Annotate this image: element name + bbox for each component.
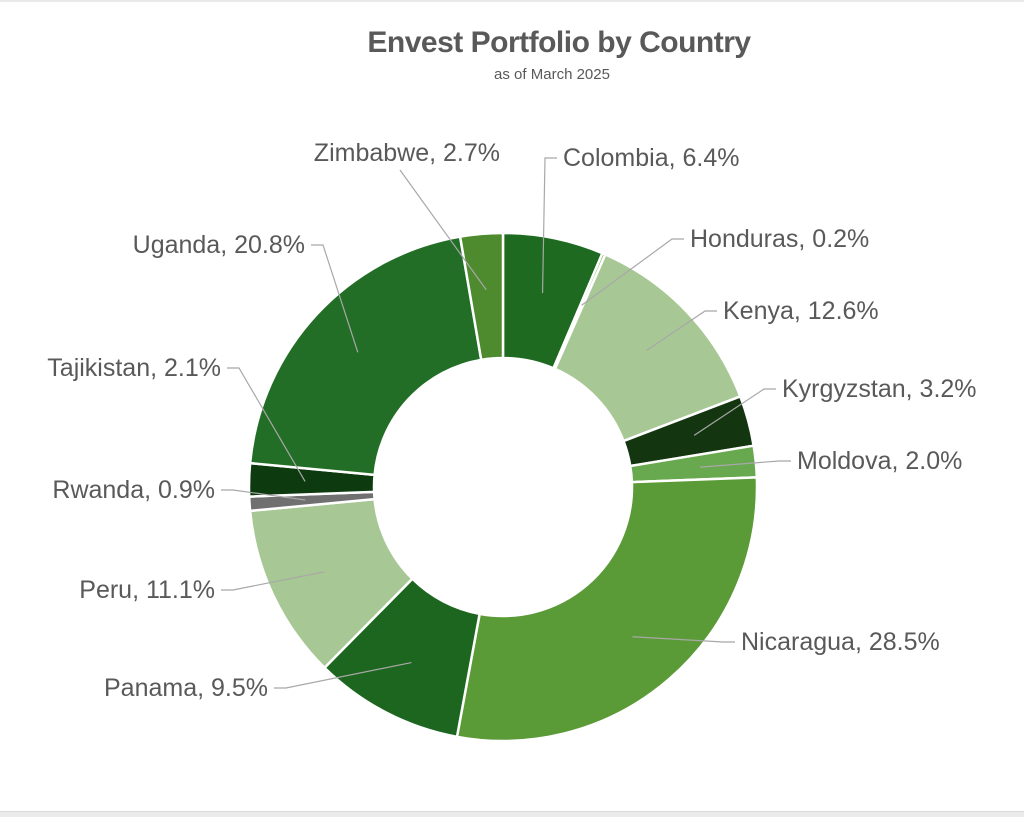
slice-label-zimbabwe: Zimbabwe, 2.7% — [313, 139, 500, 167]
slice-nicaragua — [455, 476, 759, 743]
leader-line-kyrgyzstan — [693, 388, 776, 436]
slice-label-kenya: Kenya, 12.6% — [723, 297, 879, 325]
slice-label-honduras: Honduras, 0.2% — [690, 225, 870, 253]
leader-line-kenya — [646, 310, 717, 352]
slide-bottom-edge — [0, 811, 1024, 817]
leader-line-nicaragua — [632, 636, 735, 643]
slice-zimbabwe — [458, 231, 505, 362]
slice-label-kyrgyzstan: Kyrgyzstan, 3.2% — [782, 375, 977, 403]
leader-line-colombia — [541, 157, 557, 293]
slide-top-edge — [0, 0, 1024, 2]
slice-label-nicaragua: Nicaragua, 28.5% — [741, 628, 940, 656]
slice-label-uganda: Uganda, 20.8% — [132, 231, 305, 259]
leader-line-rwanda — [221, 489, 306, 501]
leader-line-zimbabwe — [399, 169, 487, 291]
chart-subtitle: as of March 2025 — [494, 66, 610, 83]
slice-uganda — [248, 235, 483, 477]
leader-line-peru — [221, 571, 325, 591]
slice-label-moldova: Moldova, 2.0% — [797, 447, 963, 475]
slice-label-rwanda: Rwanda, 0.9% — [52, 476, 215, 504]
leader-line-honduras — [581, 238, 684, 306]
slice-label-colombia: Colombia, 6.4% — [563, 144, 740, 172]
slice-kenya — [553, 253, 742, 443]
leader-line-moldova — [699, 460, 791, 468]
chart-title: Envest Portfolio by Country — [367, 26, 751, 59]
slice-label-panama: Panama, 9.5% — [104, 674, 268, 702]
leader-line-uganda — [311, 244, 359, 353]
leader-line-panama — [274, 661, 412, 689]
slice-label-tajikistan: Tajikistan, 2.1% — [47, 354, 221, 382]
leader-line-tajikistan — [227, 367, 306, 482]
slice-label-peru: Peru, 11.1% — [79, 576, 215, 604]
